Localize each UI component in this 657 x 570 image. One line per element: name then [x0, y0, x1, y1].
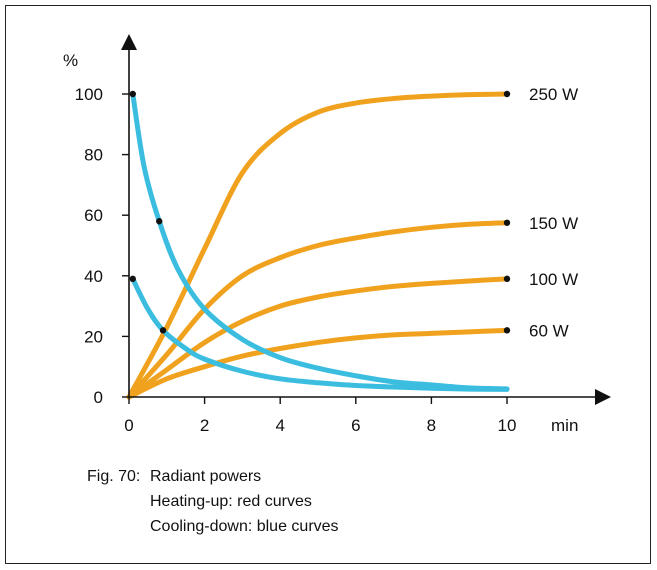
- series-label: 150 W: [529, 214, 578, 233]
- heating-curve-150w: [126, 220, 510, 400]
- y-tick-label: 60: [84, 206, 103, 225]
- x-axis-unit: min: [551, 416, 578, 435]
- x-tick-label: 6: [351, 416, 360, 435]
- heating-curve-60w: [126, 327, 510, 400]
- y-tick-label: 80: [84, 146, 103, 165]
- series-label: 250 W: [529, 85, 578, 104]
- figure-frame: 0 20 40 60 80 100 0 2 4 6 8 10% min 250 W 150 W 100 W 60…: [5, 5, 651, 564]
- data-point-marker: [503, 275, 511, 283]
- series-label: 100 W: [529, 270, 578, 289]
- data-point-marker: [156, 218, 163, 225]
- heating-curve-100w: [126, 276, 510, 400]
- x-tick-label: 2: [200, 416, 209, 435]
- x-tick-label: 4: [275, 416, 284, 435]
- figure-title: Radiant powers: [150, 468, 262, 485]
- y-tick-label: 100: [75, 85, 103, 104]
- data-point-marker: [503, 219, 511, 226]
- data-point-marker: [503, 327, 511, 334]
- y-tick-label: 40: [84, 267, 103, 286]
- caption-heating-note: Heating-up: red curves: [150, 493, 312, 510]
- figure-number: Fig. 70:: [87, 468, 141, 485]
- x-tick-label: 10: [498, 416, 517, 435]
- x-tick-label: 8: [427, 416, 436, 435]
- data-point-marker: [159, 327, 167, 334]
- data-point-marker: [129, 275, 136, 283]
- x-tick-label: 0: [124, 416, 133, 435]
- y-axis-unit: %: [63, 51, 78, 70]
- figure-caption: Fig. 70: Radiant powers Heating-up: red …: [87, 464, 339, 539]
- radiant-power-chart: 0 20 40 60 80 100 0 2 4 6 8 10% min 250 W 150 W 100 W 60…: [63, 34, 611, 435]
- y-tick-label: 20: [84, 327, 103, 346]
- y-tick-label: 0: [94, 388, 103, 407]
- data-point-marker: [503, 90, 511, 98]
- caption-cooling-note: Cooling-down: blue curves: [150, 518, 339, 535]
- series-label: 60 W: [529, 321, 569, 340]
- data-point-marker: [129, 90, 136, 98]
